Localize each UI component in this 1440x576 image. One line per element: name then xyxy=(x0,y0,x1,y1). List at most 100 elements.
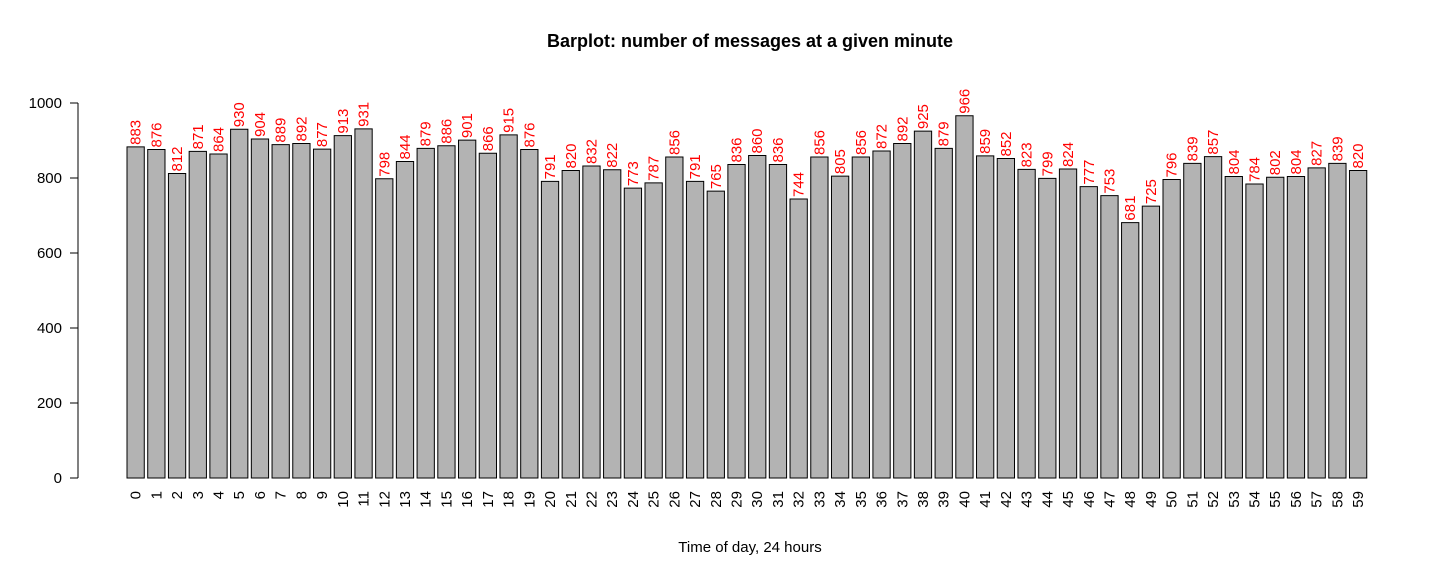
x-tick-label: 29 xyxy=(729,491,746,508)
x-tick-label: 32 xyxy=(791,491,808,508)
data-label: 839 xyxy=(1184,136,1201,161)
data-label: 876 xyxy=(148,122,165,147)
x-tick-label: 4 xyxy=(211,491,228,499)
bar xyxy=(789,198,808,479)
x-tick-label: 33 xyxy=(811,491,828,508)
data-label: 892 xyxy=(894,116,911,141)
data-label: 859 xyxy=(977,129,994,154)
x-tick-label: 7 xyxy=(273,491,290,499)
bar xyxy=(1286,176,1306,479)
x-tick-label: 44 xyxy=(1039,491,1056,508)
bar xyxy=(851,156,870,479)
data-label: 915 xyxy=(501,108,518,133)
bar xyxy=(250,138,270,479)
data-label: 753 xyxy=(1101,169,1118,194)
bar xyxy=(872,150,891,479)
x-tick-label: 30 xyxy=(749,491,766,508)
data-label: 824 xyxy=(1060,142,1077,167)
y-axis: 0 200 400 600 800 1000 xyxy=(29,95,79,487)
x-tick-label: 3 xyxy=(190,491,207,499)
x-tick-label: 10 xyxy=(335,491,352,508)
data-label: 802 xyxy=(1267,150,1284,175)
x-tick-label: 1 xyxy=(148,491,165,499)
y-tick-label: 800 xyxy=(37,170,62,187)
data-label: 883 xyxy=(128,120,145,145)
data-label: 844 xyxy=(397,134,414,159)
x-tick-label: 50 xyxy=(1164,491,1181,508)
x-tick-label: 20 xyxy=(542,491,559,508)
data-label: 836 xyxy=(729,137,746,162)
x-tick-label: 0 xyxy=(128,491,145,499)
x-tick-label: 27 xyxy=(687,491,704,508)
bar xyxy=(955,115,974,479)
y-tick-label: 600 xyxy=(37,245,62,262)
data-label: 889 xyxy=(273,118,290,143)
data-label: 860 xyxy=(749,128,766,153)
bar xyxy=(996,158,1016,479)
data-label: 784 xyxy=(1247,157,1264,182)
y-tick-label: 1000 xyxy=(29,95,62,112)
data-label: 876 xyxy=(521,122,538,147)
bar xyxy=(830,175,850,479)
bar xyxy=(913,130,933,479)
bar xyxy=(768,164,788,479)
bar xyxy=(1203,156,1223,479)
data-label: 787 xyxy=(646,156,663,181)
bar xyxy=(271,144,290,479)
data-label: 904 xyxy=(252,112,269,137)
x-tick-label: 58 xyxy=(1329,491,1346,508)
data-label: 805 xyxy=(832,149,849,174)
x-tick-label: 48 xyxy=(1122,491,1139,508)
data-label: 836 xyxy=(770,137,787,162)
x-tick-label: 57 xyxy=(1309,491,1326,508)
data-label: 725 xyxy=(1143,179,1160,204)
x-tick-label: 9 xyxy=(314,491,331,499)
data-label: 852 xyxy=(998,131,1015,156)
bar xyxy=(1266,176,1285,479)
x-tick-label: 21 xyxy=(563,491,580,508)
x-tick-label: 52 xyxy=(1205,491,1222,508)
data-label: 744 xyxy=(791,172,808,197)
bar xyxy=(416,147,435,479)
x-tick-label: 41 xyxy=(977,491,994,508)
bar xyxy=(333,135,352,479)
x-tick-label: 59 xyxy=(1350,491,1367,508)
x-tick-label: 31 xyxy=(770,491,787,508)
data-label: 832 xyxy=(583,139,600,164)
bar xyxy=(623,187,643,479)
x-tick-label: 16 xyxy=(459,491,476,508)
bar xyxy=(706,190,725,479)
data-label: 791 xyxy=(687,154,704,179)
bar xyxy=(665,156,684,479)
x-tick-label: 24 xyxy=(625,491,642,508)
bar xyxy=(1038,177,1057,479)
x-tick-label: 34 xyxy=(832,491,849,508)
x-tick-label: 35 xyxy=(853,491,870,508)
data-label: 798 xyxy=(376,152,393,177)
data-label: 839 xyxy=(1329,136,1346,161)
bar xyxy=(478,152,498,479)
data-label: 827 xyxy=(1309,141,1326,166)
x-tick-label: 49 xyxy=(1143,491,1160,508)
bar xyxy=(1245,183,1264,479)
x-tick-label: 12 xyxy=(376,491,393,508)
bar xyxy=(1141,205,1161,479)
bar xyxy=(312,148,332,479)
data-label: 931 xyxy=(356,102,373,127)
data-label: 877 xyxy=(314,122,331,147)
data-label: 857 xyxy=(1205,130,1222,155)
data-label: 765 xyxy=(708,164,725,189)
y-tick-label: 0 xyxy=(54,470,62,487)
data-label: 820 xyxy=(563,143,580,168)
data-label: 822 xyxy=(604,143,621,168)
bar xyxy=(976,155,995,479)
bar xyxy=(540,180,560,479)
data-label: 820 xyxy=(1350,143,1367,168)
data-label: 892 xyxy=(293,116,310,141)
bar xyxy=(1224,176,1243,479)
bar xyxy=(1121,222,1140,479)
bar xyxy=(603,169,622,479)
